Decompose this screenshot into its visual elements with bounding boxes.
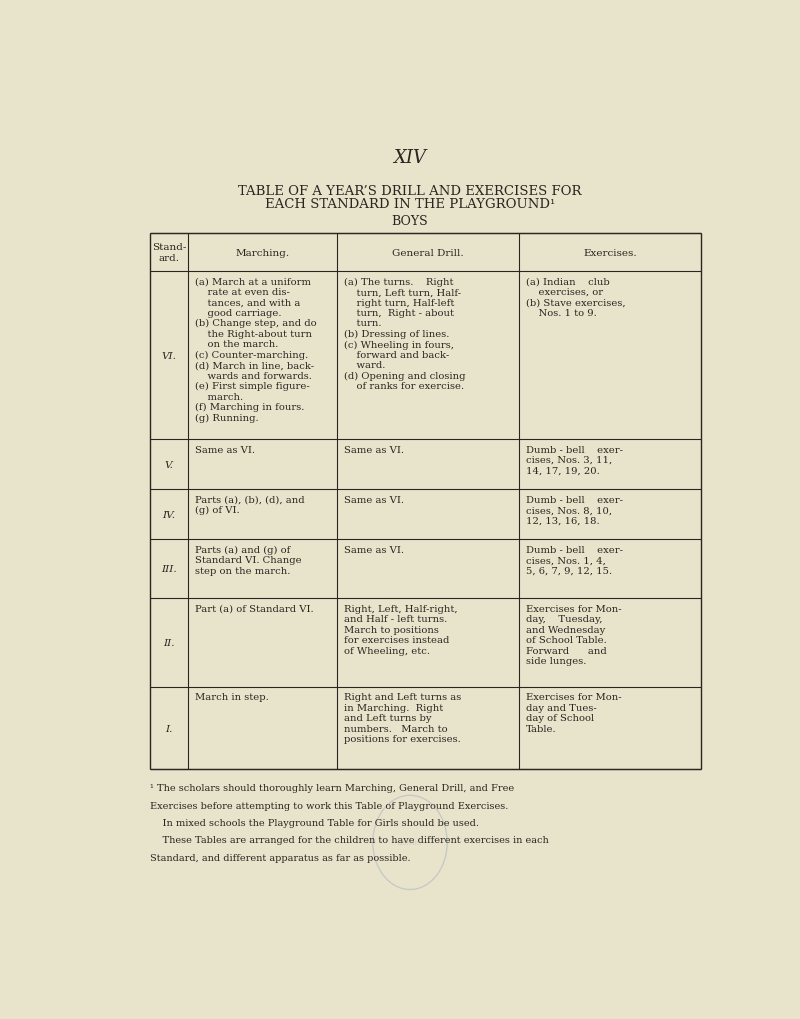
Text: Exercises before attempting to work this Table of Playground Exercises.: Exercises before attempting to work this… <box>150 801 508 810</box>
Text: These Tables are arranged for the children to have different exercises in each: These Tables are arranged for the childr… <box>150 836 548 845</box>
Text: In mixed schools the Playground Table for Girls should be used.: In mixed schools the Playground Table fo… <box>150 818 478 827</box>
Text: I.: I. <box>166 723 173 733</box>
Text: V.: V. <box>165 461 174 470</box>
Text: IV.: IV. <box>162 511 175 520</box>
Text: III.: III. <box>161 565 177 574</box>
Text: Exercises for Mon-
day,    Tuesday,
and Wednesday
of School Table.
Forward      : Exercises for Mon- day, Tuesday, and Wed… <box>526 604 622 665</box>
Text: Same as VI.: Same as VI. <box>344 445 404 454</box>
Text: Stand-
ard.: Stand- ard. <box>152 244 186 263</box>
Text: TABLE OF A YEAR’S DRILL AND EXERCISES FOR: TABLE OF A YEAR’S DRILL AND EXERCISES FO… <box>238 184 582 198</box>
Text: Parts (a), (b), (d), and
(g) of VI.: Parts (a), (b), (d), and (g) of VI. <box>195 495 305 515</box>
Text: II.: II. <box>163 639 174 647</box>
Text: Marching.: Marching. <box>236 249 290 258</box>
Text: Dumb - bell    exer-
cises, Nos. 8, 10,
12, 13, 16, 18.: Dumb - bell exer- cises, Nos. 8, 10, 12,… <box>526 495 623 525</box>
Text: Standard, and different apparatus as far as possible.: Standard, and different apparatus as far… <box>150 853 410 862</box>
Text: Exercises.: Exercises. <box>583 249 637 258</box>
Text: XIV: XIV <box>394 149 426 166</box>
Text: (a) The turns.    Right
    turn, Left turn, Half-
    right turn, Half-left
   : (a) The turns. Right turn, Left turn, Ha… <box>344 277 466 391</box>
Text: VI.: VI. <box>162 352 176 361</box>
Text: LIBRARY: LIBRARY <box>397 840 423 845</box>
Text: Part (a) of Standard VI.: Part (a) of Standard VI. <box>195 604 314 613</box>
Text: (a) Indian    club
    exercises, or
(b) Stave exercises,
    Nos. 1 to 9.: (a) Indian club exercises, or (b) Stave … <box>526 277 626 318</box>
Text: Parts (a) and (g) of
Standard VI. Change
step on the march.: Parts (a) and (g) of Standard VI. Change… <box>195 545 302 576</box>
Text: Right and Left turns as
in Marching.  Right
and Left turns by
numbers.   March t: Right and Left turns as in Marching. Rig… <box>344 693 462 743</box>
Text: Exercises for Mon-
day and Tues-
day of School
Table.: Exercises for Mon- day and Tues- day of … <box>526 693 622 733</box>
Text: Same as VI.: Same as VI. <box>344 495 404 504</box>
Text: (a) March at a uniform
    rate at even dis-
    tances, and with a
    good car: (a) March at a uniform rate at even dis-… <box>195 277 317 422</box>
Text: Dumb - bell    exer-
cises, Nos. 1, 4,
5, 6, 7, 9, 12, 15.: Dumb - bell exer- cises, Nos. 1, 4, 5, 6… <box>526 545 623 575</box>
Text: Right, Left, Half-right,
and Half - left turns.
March to positions
for exercises: Right, Left, Half-right, and Half - left… <box>344 604 458 655</box>
Text: General Drill.: General Drill. <box>393 249 464 258</box>
Text: EACH STANDARD IN THE PLAYGROUND¹: EACH STANDARD IN THE PLAYGROUND¹ <box>265 198 555 211</box>
Text: BOYS: BOYS <box>392 215 428 227</box>
Text: Same as VI.: Same as VI. <box>195 445 255 454</box>
Text: Dumb - bell    exer-
cises, Nos. 3, 11,
14, 17, 19, 20.: Dumb - bell exer- cises, Nos. 3, 11, 14,… <box>526 445 623 475</box>
Text: ¹ The scholars should thoroughly learn Marching, General Drill, and Free: ¹ The scholars should thoroughly learn M… <box>150 784 514 793</box>
Text: March in step.: March in step. <box>195 693 269 702</box>
Text: Same as VI.: Same as VI. <box>344 545 404 554</box>
